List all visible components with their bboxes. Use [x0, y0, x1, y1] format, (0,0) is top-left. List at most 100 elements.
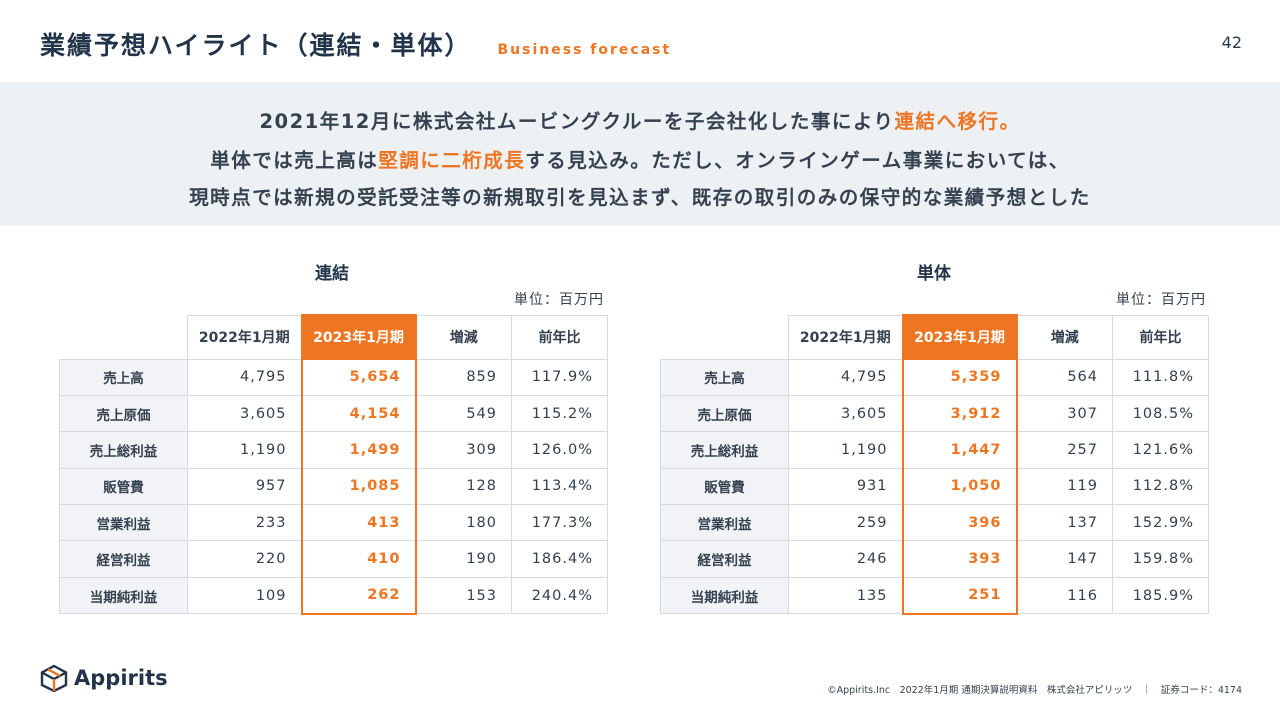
- change-value: 137: [1016, 504, 1113, 542]
- page-subtitle: Business forecast: [497, 42, 672, 58]
- header-row: 2022年1月期 2023年1月期 増減 前年比: [660, 314, 1209, 360]
- yoy-value: 185.9%: [1112, 576, 1209, 615]
- forecast-value: 413: [300, 504, 417, 542]
- logo-text: Appirits: [74, 666, 168, 690]
- change-value: 190: [415, 540, 512, 578]
- forecast-value: 5,654: [300, 358, 417, 396]
- yoy-value: 112.8%: [1112, 467, 1209, 506]
- change-value: 859: [415, 358, 512, 396]
- row-label: 売上高: [59, 358, 188, 396]
- cube-logo-icon: [40, 664, 68, 692]
- table-row: 売上高 4,795 5,654 859 117.9%: [59, 358, 608, 396]
- consolidated-title: 連結: [315, 264, 349, 284]
- summary-line-1-text: 2021年12月に株式会社ムービングクルーを子会社化した事により: [259, 110, 895, 133]
- summary-line-3: 現時点では新規の受託受注等の新規取引を見込まず、既存の取引のみの保守的な業績予想…: [189, 186, 1091, 209]
- header-prev-year: 2022年1月期: [187, 314, 302, 360]
- yoy-value: 113.4%: [511, 467, 608, 506]
- row-label: 売上総利益: [660, 431, 789, 469]
- table-row: 営業利益 259 396 137 152.9%: [660, 504, 1209, 542]
- forecast-value: 251: [901, 576, 1018, 615]
- change-value: 257: [1016, 431, 1113, 469]
- table-row: 営業利益 233 413 180 177.3%: [59, 504, 608, 542]
- forecast-value: 262: [300, 576, 417, 615]
- page-number: 42: [1221, 33, 1242, 52]
- standalone-unit: 単位：百万円: [1116, 292, 1206, 308]
- forecast-value: 393: [901, 540, 1018, 578]
- row-label: 営業利益: [660, 504, 789, 542]
- summary-line-1-highlight: 連結へ移行。: [894, 110, 1021, 133]
- yoy-value: 108.5%: [1112, 394, 1209, 433]
- prev-year-value: 135: [788, 576, 903, 615]
- prev-year-value: 4,795: [788, 358, 903, 396]
- table-row: 当期純利益 135 251 116 185.9%: [660, 576, 1209, 615]
- summary-band: [0, 82, 1280, 226]
- row-label: 当期純利益: [59, 576, 188, 615]
- consolidated-unit: 単位：百万円: [514, 292, 604, 308]
- row-label: 売上高: [660, 358, 789, 396]
- header-yoy: 前年比: [511, 314, 608, 360]
- summary-line-2-text-a: 単体では売上高は: [210, 149, 379, 172]
- yoy-value: 240.4%: [511, 576, 608, 615]
- change-value: 180: [415, 504, 512, 542]
- forecast-value: 1,050: [901, 467, 1018, 506]
- yoy-value: 159.8%: [1112, 540, 1209, 578]
- prev-year-value: 259: [788, 504, 903, 542]
- standalone-table: 2022年1月期 2023年1月期 増減 前年比 売上高 4,795 5,359 564 111…: [660, 314, 1209, 615]
- prev-year-value: 3,605: [788, 394, 903, 433]
- header-forecast-year: 2023年1月期: [300, 314, 417, 360]
- table-row: 売上総利益 1,190 1,499 309 126.0%: [59, 431, 608, 469]
- table-row: 売上総利益 1,190 1,447 257 121.6%: [660, 431, 1209, 469]
- header-forecast-year: 2023年1月期: [901, 314, 1018, 360]
- yoy-value: 111.8%: [1112, 358, 1209, 396]
- row-label: 経営利益: [59, 540, 188, 578]
- row-label: 売上総利益: [59, 431, 188, 469]
- change-value: 116: [1016, 576, 1113, 615]
- change-value: 147: [1016, 540, 1113, 578]
- yoy-value: 186.4%: [511, 540, 608, 578]
- forecast-value: 3,912: [901, 394, 1018, 433]
- row-label: 経営利益: [660, 540, 789, 578]
- change-value: 309: [415, 431, 512, 469]
- forecast-value: 1,499: [300, 431, 417, 469]
- change-value: 119: [1016, 467, 1113, 506]
- forecast-value: 4,154: [300, 394, 417, 433]
- company-logo: Appirits: [40, 664, 168, 692]
- summary-line-2: 単体では売上高は堅調に二桁成長する見込み。ただし、オンラインゲーム事業においては…: [0, 144, 1280, 173]
- forecast-value: 396: [901, 504, 1018, 542]
- yoy-value: 177.3%: [511, 504, 608, 542]
- header-row: 2022年1月期 2023年1月期 増減 前年比: [59, 314, 608, 360]
- row-label: 当期純利益: [660, 576, 789, 615]
- table-row: 当期純利益 109 262 153 240.4%: [59, 576, 608, 615]
- summary-line-2-text-b: する見込み。ただし、オンラインゲーム事業においては、: [525, 149, 1070, 172]
- summary-line-2-highlight: 堅調に二桁成長: [378, 149, 526, 172]
- forecast-value: 5,359: [901, 358, 1018, 396]
- prev-year-value: 3,605: [187, 394, 302, 433]
- table-row: 売上原価 3,605 4,154 549 115.2%: [59, 394, 608, 433]
- table-row: 売上高 4,795 5,359 564 111.8%: [660, 358, 1209, 396]
- row-label: 売上原価: [59, 394, 188, 433]
- prev-year-value: 1,190: [788, 431, 903, 469]
- row-label: 売上原価: [660, 394, 789, 433]
- change-value: 549: [415, 394, 512, 433]
- table-row: 販管費 957 1,085 128 113.4%: [59, 467, 608, 506]
- footer-text: ©Appirits.Inc 2022年1月期 通期決算説明資料 株式会社アピリッ…: [827, 685, 1242, 696]
- table-row: 売上原価 3,605 3,912 307 108.5%: [660, 394, 1209, 433]
- prev-year-value: 957: [187, 467, 302, 506]
- prev-year-value: 109: [187, 576, 302, 615]
- header-prev-year: 2022年1月期: [788, 314, 903, 360]
- prev-year-value: 246: [788, 540, 903, 578]
- prev-year-value: 220: [187, 540, 302, 578]
- table-row: 経営利益 220 410 190 186.4%: [59, 540, 608, 578]
- header-change: 増減: [1016, 314, 1113, 360]
- header-yoy: 前年比: [1112, 314, 1209, 360]
- yoy-value: 115.2%: [511, 394, 608, 433]
- summary-line-1: 2021年12月に株式会社ムービングクルーを子会社化した事により連結へ移行。: [0, 105, 1280, 134]
- header-blank: [660, 315, 789, 360]
- yoy-value: 121.6%: [1112, 431, 1209, 469]
- header-blank: [59, 315, 188, 360]
- header-change: 増減: [415, 314, 512, 360]
- consolidated-table: 2022年1月期 2023年1月期 増減 前年比 売上高 4,795 5,654 859 117…: [59, 314, 608, 615]
- page-title: 業績予想ハイライト（連結・単体）: [40, 31, 472, 60]
- row-label: 営業利益: [59, 504, 188, 542]
- forecast-value: 410: [300, 540, 417, 578]
